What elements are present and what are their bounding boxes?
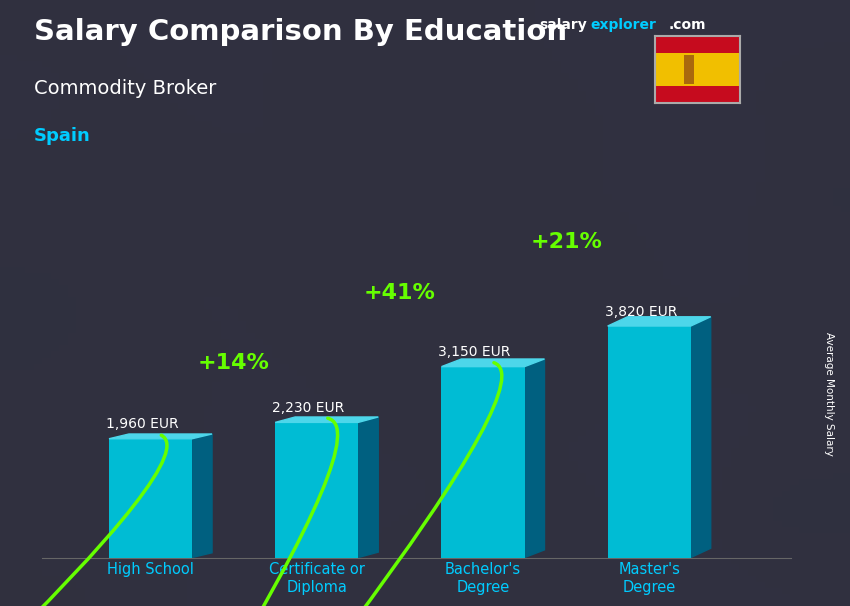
Polygon shape (608, 317, 711, 326)
Text: Commodity Broker: Commodity Broker (34, 79, 217, 98)
Text: +14%: +14% (198, 353, 269, 373)
Text: Salary Comparison By Education: Salary Comparison By Education (34, 18, 567, 46)
Text: salary: salary (540, 18, 587, 32)
Polygon shape (524, 359, 545, 558)
Bar (109, 439, 192, 558)
Bar (275, 422, 359, 558)
Text: Spain: Spain (34, 127, 91, 145)
Polygon shape (275, 417, 378, 422)
Text: .com: .com (669, 18, 706, 32)
Bar (608, 326, 691, 558)
Polygon shape (691, 317, 711, 558)
Bar (441, 367, 524, 558)
Text: 2,230 EUR: 2,230 EUR (272, 401, 344, 415)
Text: 1,960 EUR: 1,960 EUR (106, 418, 178, 431)
Text: 3,820 EUR: 3,820 EUR (604, 305, 677, 319)
Bar (684, 55, 694, 84)
Polygon shape (359, 417, 378, 558)
Polygon shape (109, 434, 212, 439)
Bar (654, 53, 740, 87)
Text: +41%: +41% (364, 283, 436, 303)
Polygon shape (192, 434, 212, 558)
Text: Average Monthly Salary: Average Monthly Salary (824, 332, 834, 456)
Text: explorer: explorer (591, 18, 656, 32)
Text: +21%: +21% (530, 232, 602, 253)
Text: 3,150 EUR: 3,150 EUR (439, 345, 511, 359)
Polygon shape (441, 359, 545, 367)
